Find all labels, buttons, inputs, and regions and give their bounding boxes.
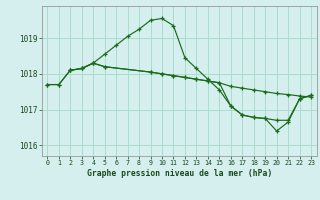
X-axis label: Graphe pression niveau de la mer (hPa): Graphe pression niveau de la mer (hPa) xyxy=(87,169,272,178)
